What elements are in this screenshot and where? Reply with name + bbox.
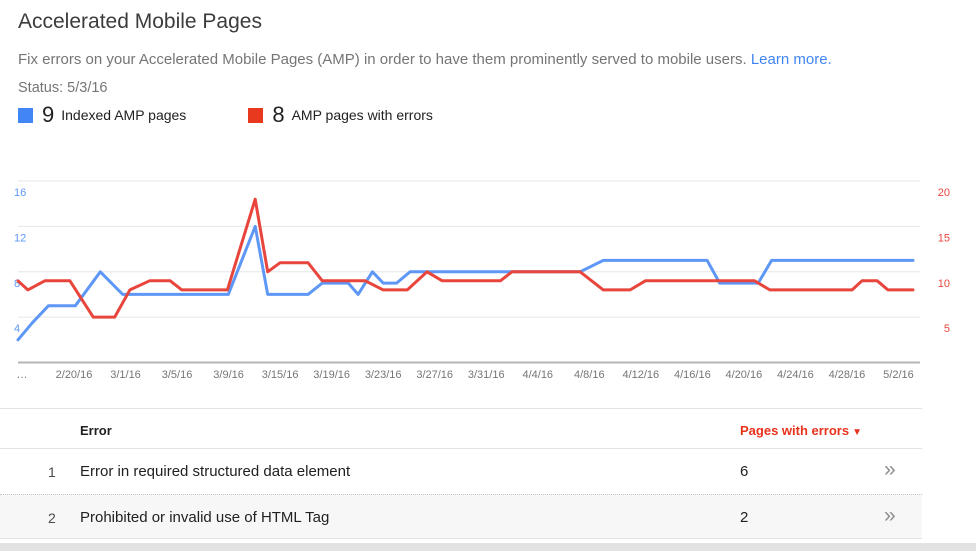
error-description-cell: Prohibited or invalid use of HTML Tag <box>80 509 330 526</box>
amp-errors-swatch-icon <box>248 107 264 123</box>
chart-canvas: 4 5 8 10 12 15 16 20 <box>14 180 950 364</box>
column-header-error: Error <box>80 423 112 438</box>
description-text: Fix errors on your Accelerated Mobile Pa… <box>18 51 747 68</box>
indexed-amp-count: 9 <box>42 102 55 127</box>
x-axis-tick-label: 3/1/16 <box>110 369 141 381</box>
table-header-row: Error Pages with errors ▼ <box>0 409 922 449</box>
sort-desc-icon: ▼ <box>852 427 863 438</box>
y-axis-right-tick-label: 5 <box>944 323 950 335</box>
x-axis-tick-label: 3/27/16 <box>416 369 454 381</box>
x-axis-tick-label: 2/20/16 <box>55 369 93 381</box>
bottom-strip <box>0 543 976 551</box>
page-title: Accelerated Mobile Pages <box>18 10 262 33</box>
x-axis-tick-label: 4/16/16 <box>674 369 711 381</box>
x-axis-labels: … 2/20/16 3/1/16 3/5/16 3/9/16 3/15/16 3/19/16… <box>0 369 976 385</box>
y-axis-right-tick-label: 10 <box>938 278 950 290</box>
x-axis-tick-label: 3/9/16 <box>213 369 244 381</box>
x-axis-tick-label: 5/2/16 <box>883 369 914 381</box>
table-row[interactable]: 2 Prohibited or invalid use of HTML Tag 2 » <box>0 494 922 539</box>
pages-with-errors-cell: 2 <box>740 509 749 526</box>
chart-legend: 9 Indexed AMP pages 8 AMP pages with err… <box>18 104 433 126</box>
pages-with-errors-cell: 6 <box>740 463 749 480</box>
indexed-amp-swatch-icon <box>18 107 33 123</box>
x-axis-tick-label: 4/4/16 <box>522 369 554 381</box>
legend-item-amp-pages-with-errors[interactable]: 8 AMP pages with errors <box>248 104 433 126</box>
table-row[interactable]: 1 Error in required structured data eleme… <box>0 449 922 494</box>
x-axis-tick-label: 4/24/16 <box>777 369 814 381</box>
y-axis-right-tick-label: 15 <box>938 232 950 244</box>
amp-errors-label: AMP pages with errors <box>291 107 433 123</box>
y-axis-left-tick-label: 12 <box>14 232 26 244</box>
errors-table: Error Pages with errors ▼ 1 Error in requi… <box>0 408 922 539</box>
y-axis-left-tick-label: 16 <box>14 187 26 199</box>
status-text: Status: 5/3/16 <box>18 80 108 96</box>
y-axis-left-tick-label: 8 <box>14 278 20 290</box>
x-axis-tick-label: 3/23/16 <box>364 369 402 381</box>
error-description-cell: Error in required structured data elemen… <box>80 463 351 480</box>
row-details-chevron-icon[interactable]: » <box>884 504 896 527</box>
series-line-indexed-amp-pages <box>16 224 915 342</box>
column-header-pages-with-errors[interactable]: Pages with errors ▼ <box>740 423 862 438</box>
page-description: Fix errors on your Accelerated Mobile Pa… <box>18 51 832 68</box>
series-line-amp-pages-with-errors <box>16 197 915 319</box>
indexed-amp-label: Indexed AMP pages <box>61 107 187 123</box>
x-axis-tick-label: 4/8/16 <box>574 369 605 381</box>
x-axis-tick-label: 4/12/16 <box>622 369 660 381</box>
x-axis-tick-label: 3/19/16 <box>313 369 350 381</box>
learn-more-link[interactable]: Learn more. <box>750 51 832 68</box>
legend-item-indexed-amp-pages[interactable]: 9 Indexed AMP pages <box>18 104 186 126</box>
x-axis-tick-label: 3/31/16 <box>467 369 505 381</box>
x-axis-tick-label: 4/28/16 <box>828 369 866 381</box>
amp-errors-count: 8 <box>272 102 285 127</box>
x-axis-tick-label: 3/15/16 <box>261 369 299 381</box>
row-index: 1 <box>48 464 56 480</box>
row-index: 2 <box>48 510 56 526</box>
x-axis-tick-label: 3/5/16 <box>161 369 193 381</box>
x-axis-tick-label: 4/20/16 <box>725 369 763 381</box>
table-body: 1 Error in required structured data eleme… <box>0 449 922 539</box>
row-details-chevron-icon[interactable]: » <box>884 458 896 481</box>
pages-with-errors-header-text: Pages with errors <box>740 423 850 438</box>
y-axis-left-tick-label: 4 <box>14 323 20 335</box>
y-axis-right-tick-label: 20 <box>938 187 950 199</box>
amp-line-chart: 4 5 8 10 12 15 16 20 <box>0 170 976 370</box>
x-axis-tick-label: … <box>16 369 28 381</box>
